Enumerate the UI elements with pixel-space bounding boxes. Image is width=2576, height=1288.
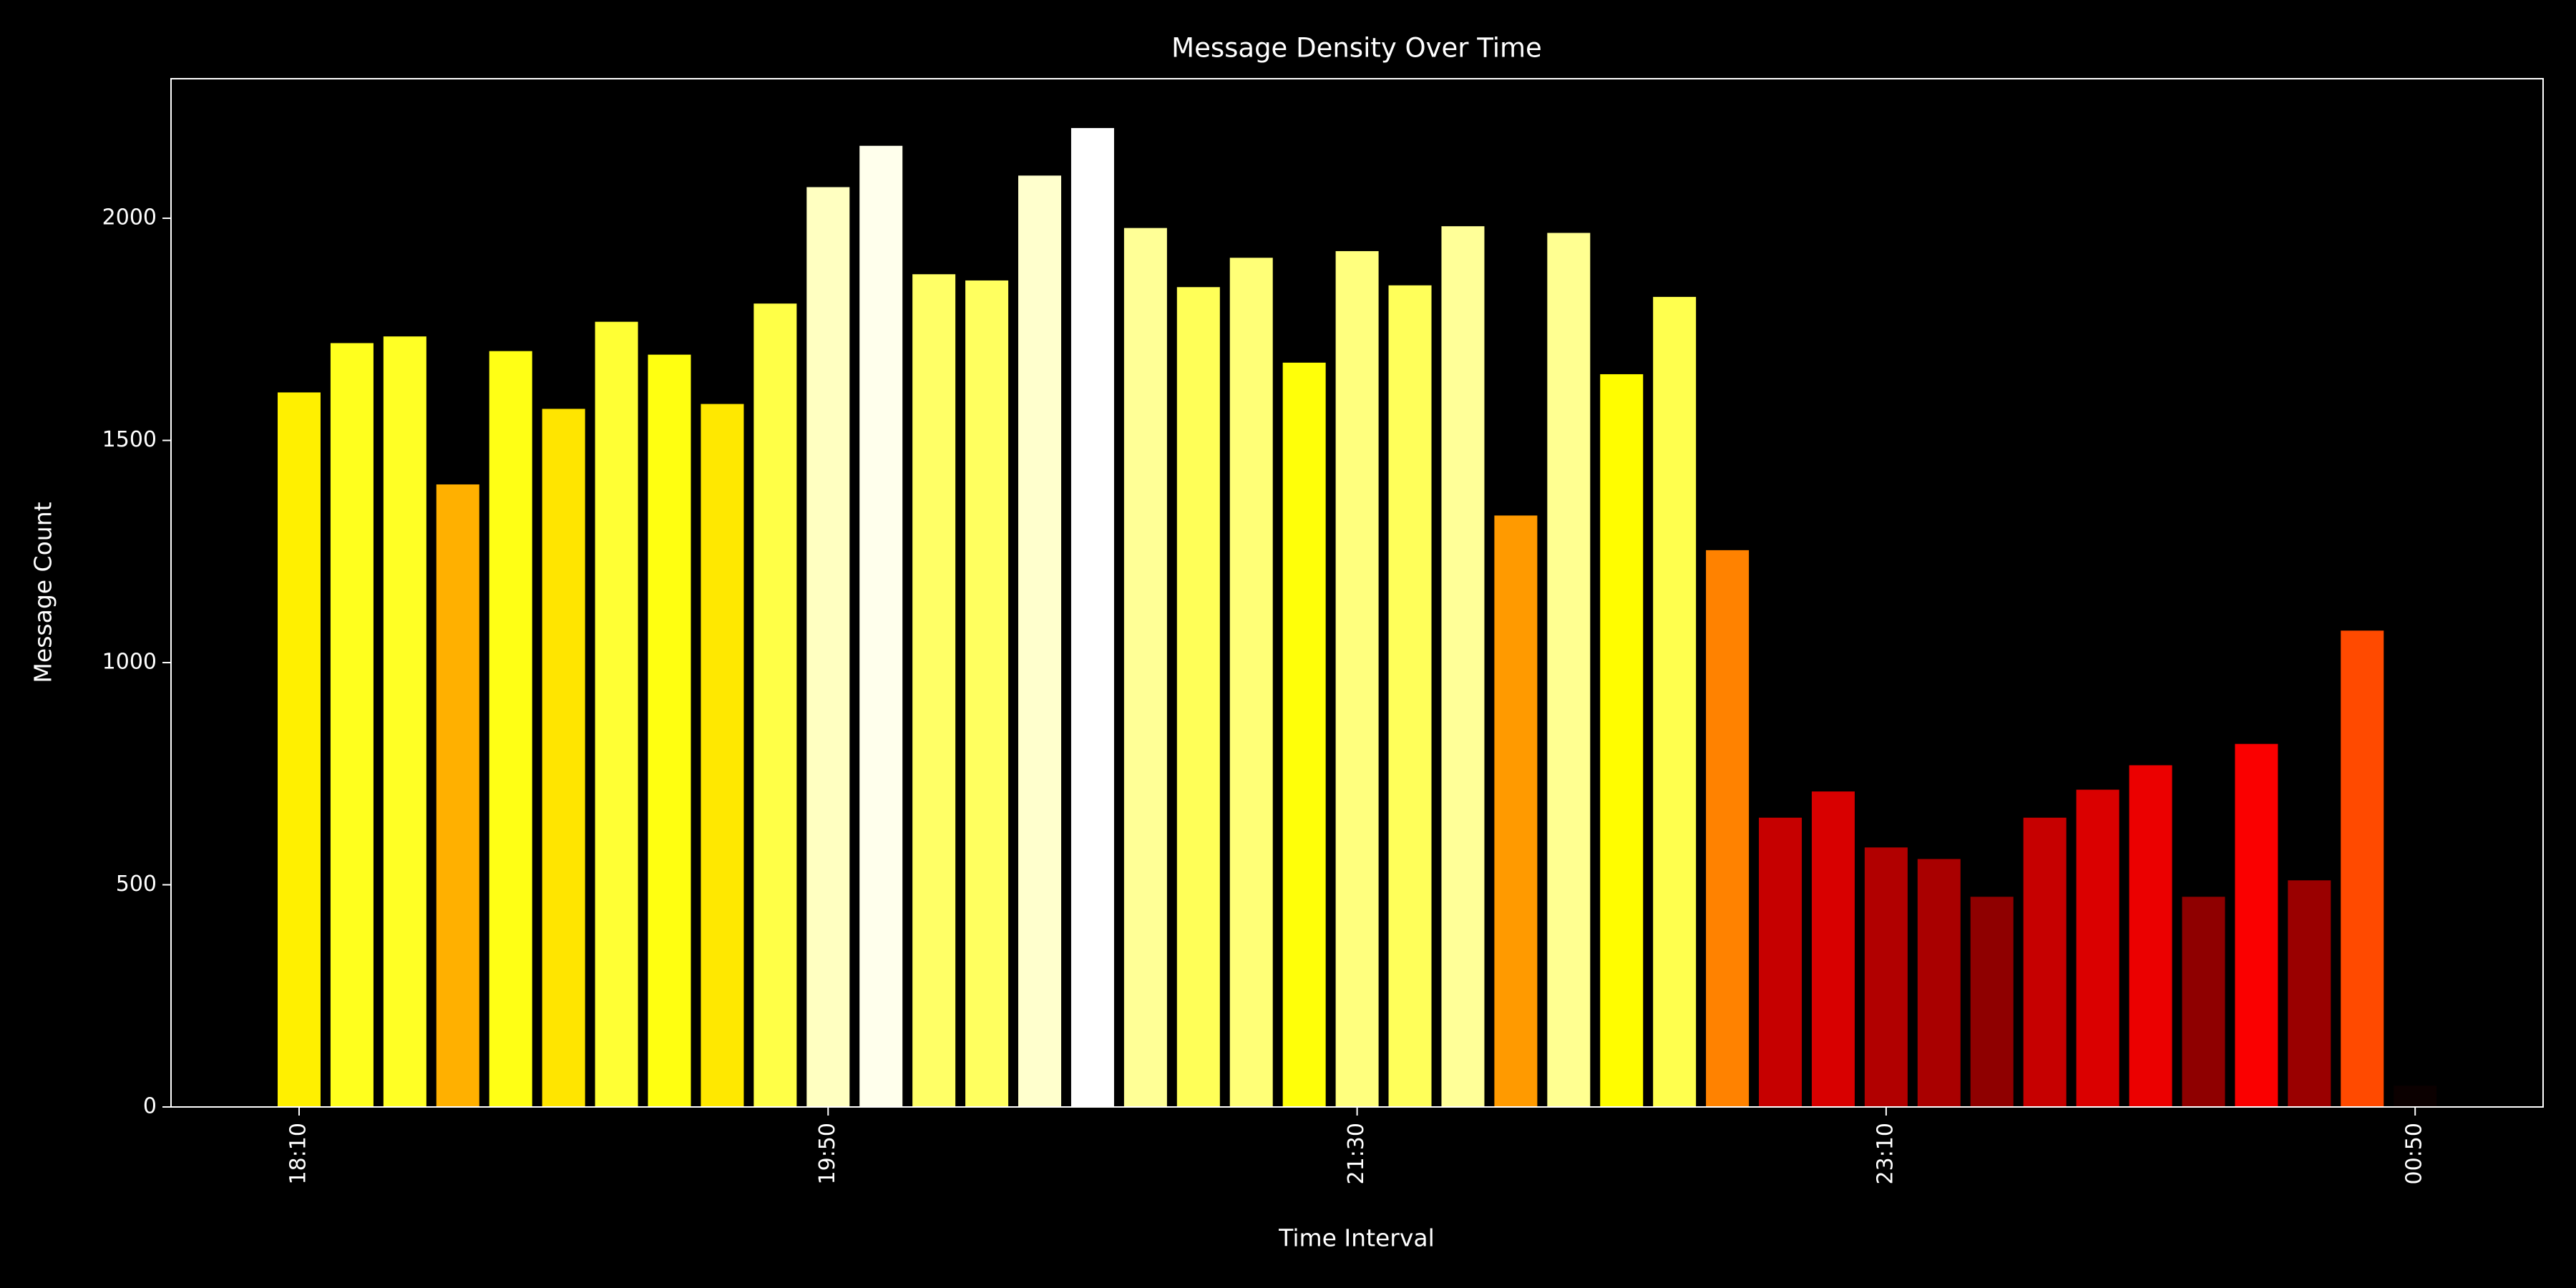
x-tick-label: 21:30	[1344, 1123, 1369, 1184]
bar	[278, 392, 321, 1107]
bar	[1811, 791, 1855, 1107]
x-axis-label: Time Interval	[1278, 1224, 1435, 1252]
bar	[965, 280, 1009, 1107]
y-axis-label: Message Count	[29, 502, 57, 683]
bar	[1123, 228, 1167, 1107]
bar	[2076, 789, 2119, 1107]
bar	[1547, 233, 1591, 1107]
x-tick-label: 19:50	[815, 1123, 840, 1184]
bar	[806, 187, 850, 1107]
bar	[489, 351, 532, 1108]
y-tick-label: 0	[143, 1094, 157, 1119]
bar	[1970, 897, 2014, 1107]
bar	[595, 321, 638, 1107]
bar	[542, 409, 585, 1107]
bar	[2235, 743, 2278, 1107]
bar	[1653, 296, 1697, 1108]
bar	[1335, 250, 1379, 1108]
bar	[1494, 515, 1538, 1107]
bar	[383, 336, 426, 1107]
bar	[1388, 285, 1432, 1107]
bar	[701, 404, 744, 1107]
y-tick-label: 2000	[102, 205, 157, 230]
bar	[1706, 550, 1750, 1107]
bar	[1282, 362, 1326, 1107]
x-tick-label: 18:10	[286, 1123, 311, 1184]
bar	[1600, 374, 1644, 1107]
bar	[859, 145, 903, 1108]
x-tick-label: 00:50	[2402, 1123, 2427, 1184]
y-tick-label: 500	[116, 872, 157, 897]
bar	[1070, 127, 1114, 1108]
bar	[2341, 630, 2384, 1107]
bar	[2394, 1085, 2437, 1107]
bar	[330, 343, 374, 1107]
bar	[1759, 817, 1802, 1107]
bar	[753, 303, 797, 1108]
bar	[912, 274, 956, 1107]
chart-title: Message Density Over Time	[1171, 33, 1542, 64]
x-tick-label: 23:10	[1873, 1123, 1898, 1184]
bar	[1176, 287, 1220, 1107]
bar	[1441, 226, 1485, 1107]
bar	[1018, 175, 1062, 1108]
bar	[436, 484, 479, 1107]
y-tick-label: 1000	[102, 649, 157, 674]
bar	[2288, 880, 2331, 1107]
bar	[1864, 847, 1908, 1107]
y-tick-label: 1500	[102, 427, 157, 452]
bar	[2129, 765, 2172, 1107]
bar	[1917, 859, 1961, 1107]
plot-frame	[170, 78, 2544, 1108]
bar	[2023, 817, 2067, 1107]
bar	[648, 354, 691, 1108]
bar	[1229, 258, 1273, 1107]
bar	[2182, 897, 2225, 1107]
